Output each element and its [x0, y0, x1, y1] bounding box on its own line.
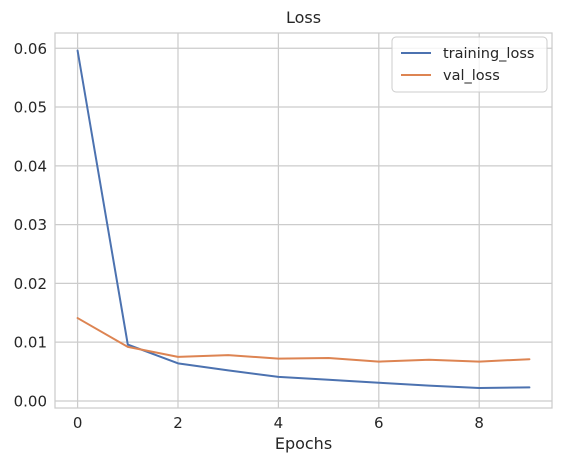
y-tick-label: 0.01: [14, 334, 47, 352]
plot-frame: [54, 32, 553, 409]
y-tick-label: 0.03: [14, 216, 47, 234]
legend-items: training_loss val_loss: [401, 46, 534, 84]
x-tick-label: 2: [173, 414, 183, 432]
x-grid: [76, 33, 480, 408]
x-tick-label: 6: [374, 414, 384, 432]
y-tick-label: 0.06: [14, 40, 47, 58]
x-tick-label: 8: [474, 414, 484, 432]
x-tick-label: 4: [274, 414, 284, 432]
legend: training_loss val_loss: [391, 36, 548, 93]
x-tick-labels: 0 2 4 6 8: [73, 414, 484, 432]
series-line-training-loss: [76, 49, 531, 390]
y-tick-label: 0.00: [14, 392, 47, 410]
legend-box: [391, 36, 548, 93]
legend-label-val-loss: val_loss: [443, 68, 500, 84]
chart-title: Loss: [286, 8, 321, 27]
series-line-val-loss: [76, 317, 531, 363]
legend-label-training-loss: training_loss: [443, 46, 534, 62]
x-tick-label: 0: [73, 414, 83, 432]
y-tick-labels: 0.00 0.01 0.02 0.03 0.04 0.05 0.06: [14, 40, 47, 411]
y-tick-label: 0.02: [14, 275, 47, 293]
y-tick-label: 0.05: [14, 99, 47, 117]
x-axis-label: Epochs: [275, 434, 332, 453]
series-layer: [76, 49, 531, 390]
y-tick-label: 0.04: [14, 157, 47, 175]
